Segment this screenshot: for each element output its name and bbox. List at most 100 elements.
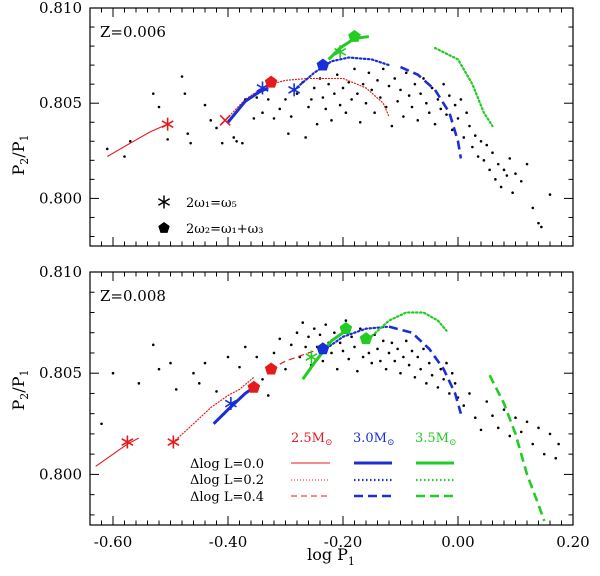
observed-star-point (491, 151, 494, 154)
observed-star-point (381, 339, 385, 343)
observed-star-point (192, 371, 195, 375)
observed-star-point (448, 392, 451, 395)
observed-star-point (197, 382, 201, 385)
observed-star-point (425, 101, 428, 105)
resonance-star-marker (161, 117, 174, 131)
y-tick-label: 0.810 (39, 263, 82, 281)
observed-star-point (330, 119, 333, 122)
panel-top: 0.800 0.805 0.810 Z=0.006 (39, 0, 574, 247)
legend-pentagon-marker (158, 222, 170, 233)
y-tick-label: 0.805 (39, 94, 82, 112)
observed-star-point (514, 172, 517, 175)
observed-star-point (448, 94, 451, 97)
observed-star-point (310, 98, 313, 101)
pentagon-icon (158, 222, 170, 233)
track-3.0-dlogL-0.2 (318, 325, 391, 355)
legend-mass-25: 2.5M⊙ (291, 431, 333, 448)
observed-star-point (333, 331, 336, 335)
observed-star-point (241, 141, 244, 145)
observed-star-point (485, 400, 489, 403)
observed-star-point (370, 361, 374, 365)
observed-star-point (407, 363, 411, 367)
observed-star-point (356, 92, 359, 95)
observed-star-point (419, 92, 422, 95)
observed-star-point (272, 351, 276, 355)
observed-star-point (419, 367, 422, 371)
legend-star-label: 2ω₁=ω₅ (186, 196, 237, 211)
observed-star-point (324, 323, 328, 326)
track-3.0-dlogL-0.2 (293, 56, 391, 91)
observed-star-point (540, 225, 543, 229)
observed-star-point (519, 179, 523, 183)
observed-star-point (252, 117, 256, 120)
observed-star-point (151, 343, 155, 347)
track-3.0-dlogL-0.4 (388, 325, 463, 415)
x-tick-label: -0.60 (94, 533, 132, 551)
y-tick-label: 0.800 (39, 465, 82, 483)
observed-star-point (511, 191, 514, 194)
panel-label: Z=0.008 (100, 287, 166, 305)
observed-star-point (557, 442, 560, 446)
observed-star-point (111, 371, 115, 375)
observed-star-point (381, 67, 385, 71)
observed-star-point (367, 71, 371, 75)
observed-star-point (358, 327, 362, 330)
observed-star-point (393, 359, 397, 363)
observed-star-point (341, 349, 345, 353)
observed-star-point (439, 107, 443, 111)
observed-star-point (278, 107, 282, 111)
plot-area (105, 29, 552, 229)
observed-star-point (183, 92, 187, 95)
observed-star-point (430, 86, 434, 90)
x-tick-label: 0.20 (556, 533, 589, 551)
observed-star-point (436, 386, 440, 389)
resonance-pentagon-marker (264, 75, 278, 88)
observed-star-point (422, 77, 425, 80)
observed-star-point (278, 337, 282, 341)
observed-star-point (462, 404, 466, 407)
observed-star-point (505, 174, 509, 177)
observed-star-point (364, 101, 368, 105)
observed-star-point (243, 345, 247, 349)
observed-star-point (137, 382, 141, 385)
observed-star-point (462, 136, 466, 139)
observed-star-point (453, 382, 457, 385)
observed-star-point (266, 394, 270, 397)
observed-star-point (445, 361, 448, 365)
track-2.5-dlogL-0.2 (224, 77, 390, 121)
observed-star-point (344, 111, 348, 115)
observed-star-point (416, 355, 420, 359)
observed-star-point (442, 82, 445, 86)
observed-star-point (100, 422, 103, 426)
observed-star-point (215, 390, 218, 393)
legend-row-1: Δlog L=0.2 (190, 473, 264, 488)
observed-star-point (502, 408, 506, 411)
observed-star-point (459, 98, 463, 101)
legend-pentagon-label: 2ω₂=ω₁+ω₃ (186, 222, 264, 237)
track-3.5-dlogL-0.4 (488, 374, 546, 522)
observed-star-point (508, 434, 512, 438)
observed-star-point (456, 117, 460, 120)
plot-frame (89, 271, 574, 526)
resonance-pentagon-marker (359, 332, 373, 345)
observed-star-point (471, 145, 474, 149)
observed-star-point (531, 206, 535, 210)
observed-star-point (436, 98, 440, 101)
observed-star-point (157, 367, 161, 371)
observed-star-point (425, 382, 428, 385)
observed-star-point (220, 141, 224, 145)
resonance-pentagon-marker (264, 362, 278, 375)
observed-star-point (330, 351, 333, 355)
observed-star-point (301, 321, 305, 324)
observed-star-point (284, 98, 287, 101)
observed-star-point (367, 351, 371, 355)
observed-star-point (393, 77, 397, 80)
legend-row-2: Δlog L=0.4 (190, 490, 264, 505)
observed-star-point (376, 79, 379, 82)
observed-star-point (338, 103, 342, 107)
observed-star-point (433, 122, 437, 126)
observed-star-point (304, 345, 307, 349)
x-tick-label: -0.40 (209, 533, 247, 551)
observed-star-point (379, 96, 382, 99)
observed-star-point (488, 168, 491, 172)
